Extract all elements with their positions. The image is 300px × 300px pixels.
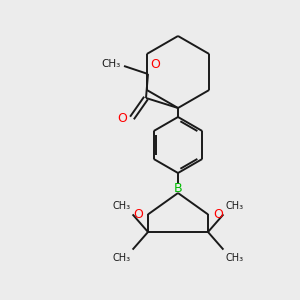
- Text: CH₃: CH₃: [112, 201, 130, 212]
- Text: O: O: [133, 208, 143, 221]
- Text: CH₃: CH₃: [225, 253, 244, 262]
- Text: O: O: [213, 208, 223, 221]
- Text: O: O: [150, 58, 160, 71]
- Text: B: B: [174, 182, 182, 196]
- Text: O: O: [117, 112, 127, 124]
- Text: CH₃: CH₃: [225, 201, 244, 212]
- Text: CH₃: CH₃: [112, 253, 130, 262]
- Text: CH₃: CH₃: [102, 59, 121, 69]
